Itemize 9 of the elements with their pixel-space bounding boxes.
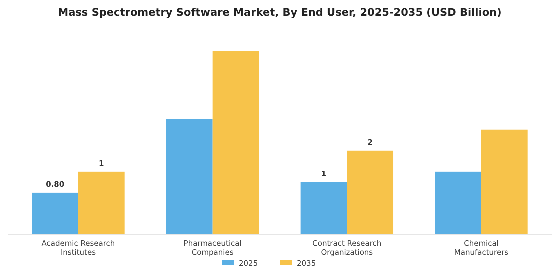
bar <box>32 192 78 235</box>
bar <box>347 150 394 235</box>
bar <box>435 172 482 235</box>
bar <box>212 51 260 235</box>
bar <box>300 182 348 235</box>
bar <box>166 119 213 235</box>
bar <box>78 172 125 235</box>
bar <box>482 130 528 235</box>
chart-title: Mass Spectrometry Software Market, By End User, 2025-2035 (USD Billion) <box>58 7 502 19</box>
